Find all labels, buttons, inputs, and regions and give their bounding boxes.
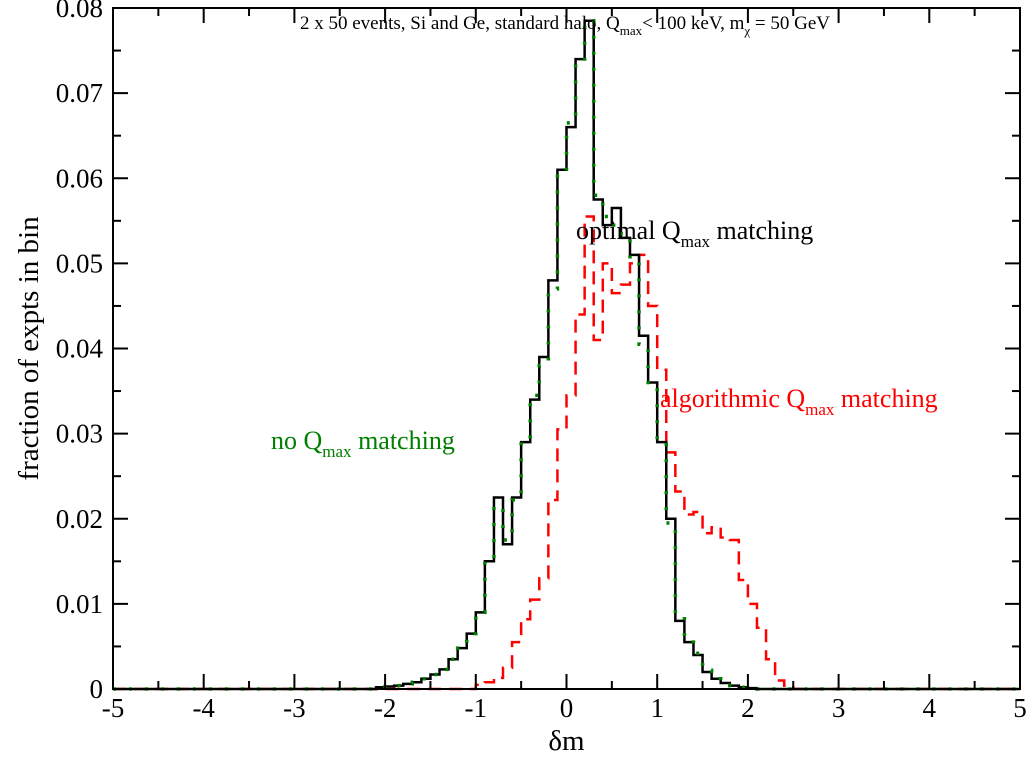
y-tick-label: 0.03 — [56, 419, 103, 449]
x-tick-label: 4 — [923, 693, 937, 723]
x-tick-label: -5 — [102, 693, 125, 723]
series-no-matching — [113, 19, 1020, 691]
y-tick-label: 0.08 — [56, 0, 103, 23]
y-tick-label: 0.02 — [56, 504, 103, 534]
y-tick-label: 0 — [90, 674, 104, 704]
y-axis-label: fraction of expts in bin — [13, 216, 45, 481]
x-tick-label: 5 — [1013, 693, 1027, 723]
chart-title: 2 x 50 events, Si and Ge, standard halo,… — [300, 13, 830, 38]
y-tick-label: 0.05 — [56, 248, 103, 278]
x-tick-label: 1 — [650, 693, 664, 723]
series-optimal — [113, 19, 1020, 691]
x-tick-label: -2 — [374, 693, 397, 723]
x-axis-label: δm — [548, 725, 585, 757]
y-tick-label: 0.07 — [56, 78, 103, 108]
series-label-algorithmic: algorithmic Qmax matching — [660, 384, 938, 419]
ticks-layer — [112, 7, 1021, 690]
y-tick-label: 0.01 — [56, 589, 103, 619]
series-label-no-matching: no Qmax matching — [271, 426, 455, 461]
labels-layer: -5 -4 -3 -2 -1 0 1 2 3 4 5 0 0.01 0.02 0.03 0.04 0.05 0.0… — [13, 0, 1027, 757]
series-layer — [113, 19, 1020, 691]
x-tick-label: -3 — [283, 693, 306, 723]
x-tick-label: -1 — [465, 693, 488, 723]
x-tick-label: 2 — [741, 693, 755, 723]
plot-frame — [112, 7, 1021, 690]
y-tick-label: 0.06 — [56, 163, 103, 193]
y-tick-label: 0.04 — [56, 334, 104, 364]
x-tick-label: 3 — [832, 693, 846, 723]
x-tick-label: -4 — [192, 693, 215, 723]
x-tick-label: 0 — [560, 693, 574, 723]
series-algorithmic — [113, 215, 1020, 691]
series-label-optimal: optimal Qmax matching — [576, 216, 813, 251]
